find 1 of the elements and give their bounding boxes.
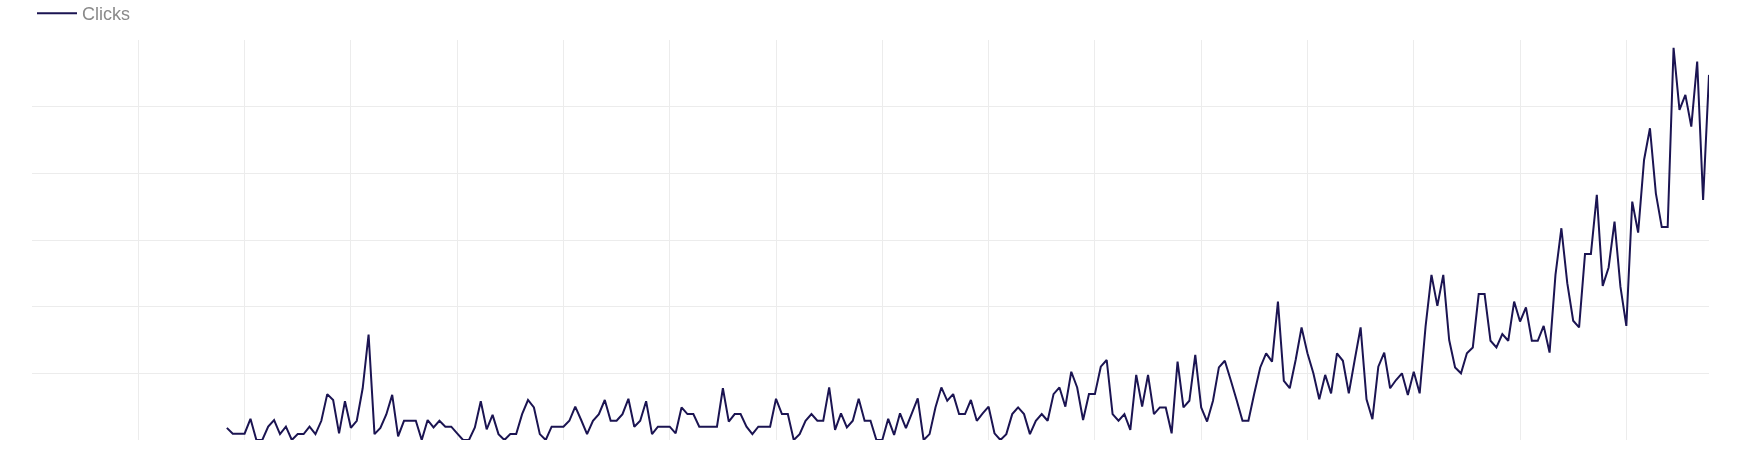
legend-label: Clicks bbox=[82, 4, 130, 25]
